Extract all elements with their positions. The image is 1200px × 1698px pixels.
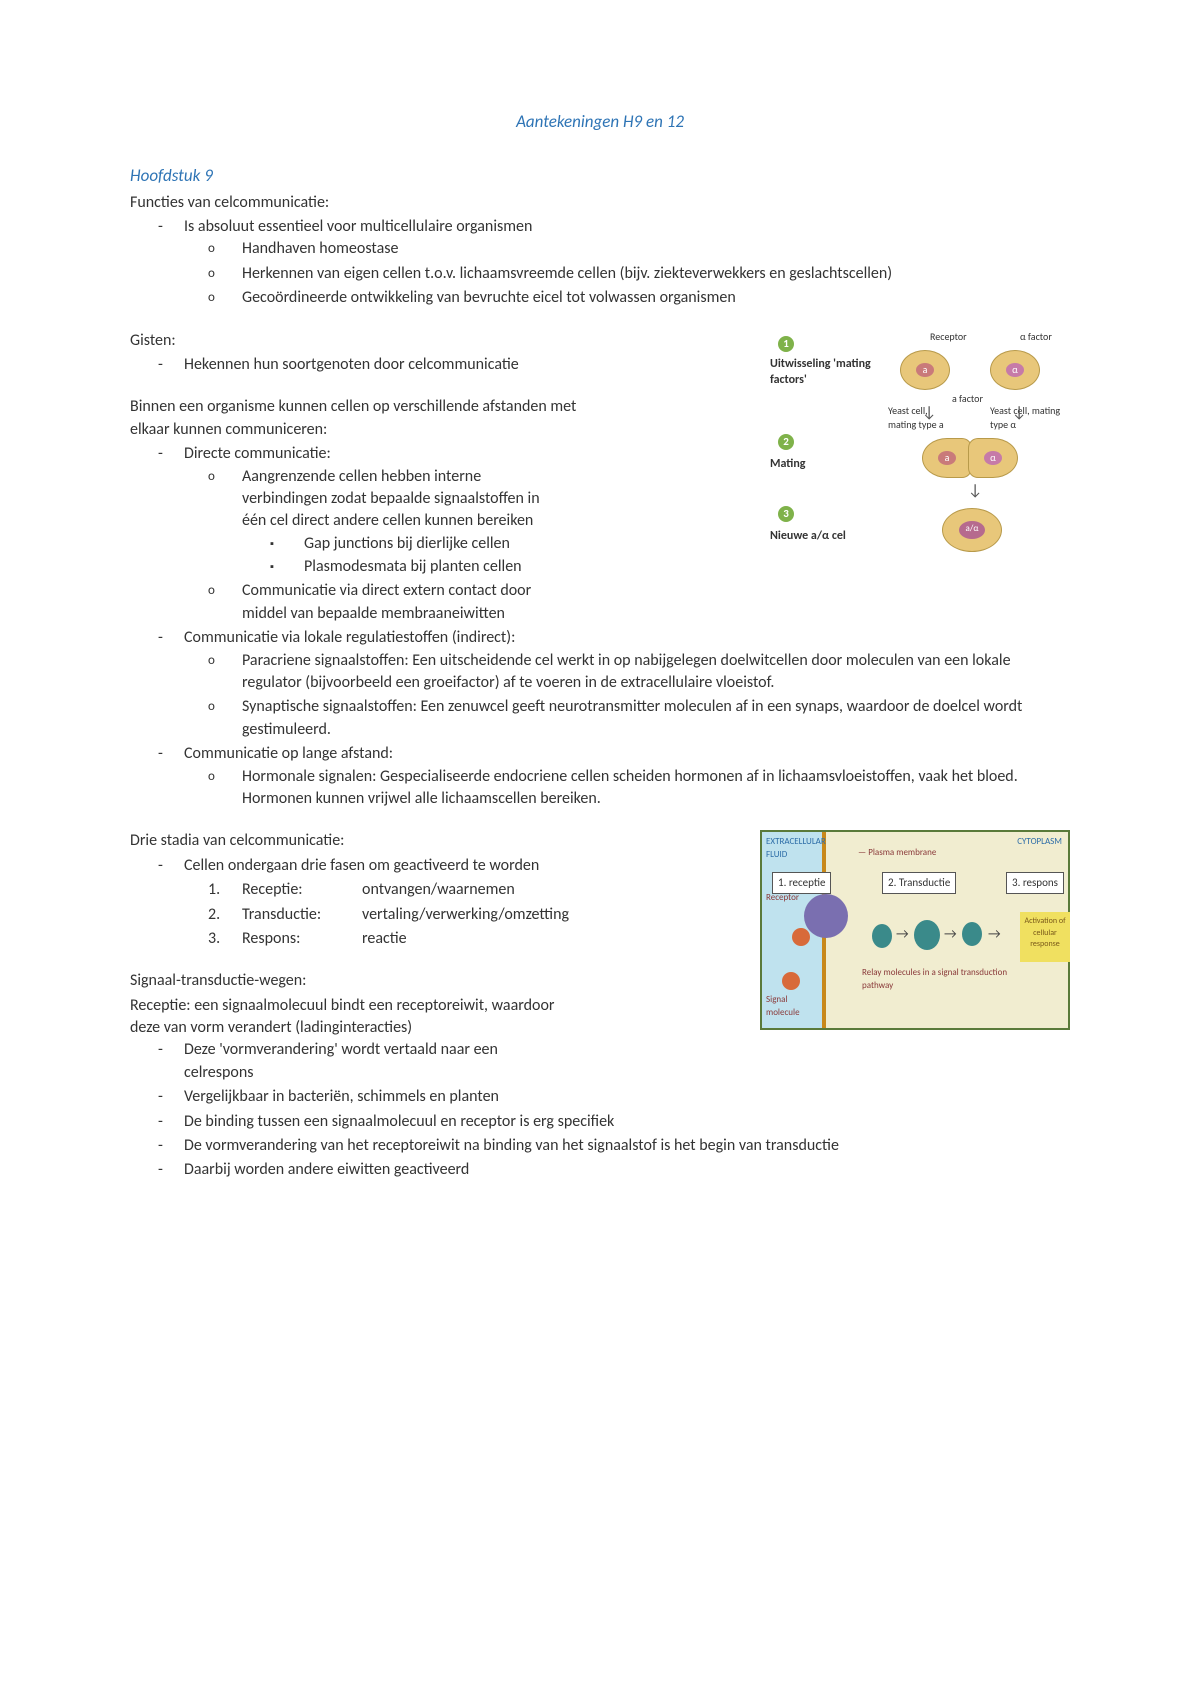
arrow-down-icon: ↓ <box>922 402 936 424</box>
list-item: De vormverandering van het receptoreiwit… <box>184 1135 1070 1157</box>
list-item: 3.Respons:reactie <box>242 928 750 950</box>
bullet-text: Communicatie via lokale regulatiestoffen… <box>184 628 515 647</box>
ligand-shape <box>782 972 800 990</box>
cell-core-alpha: α <box>984 451 1002 465</box>
section-3-label: Binnen een organisme kunnen cellen op ve… <box>130 396 590 441</box>
list-item: Herkennen van eigen cellen t.o.v. lichaa… <box>242 263 1070 285</box>
diagram-label: α factor <box>1020 330 1052 344</box>
section-5-intro: Receptie: een signaalmolecuul bindt een … <box>130 995 560 1040</box>
stage-desc: ontvangen/waarnemen <box>362 880 515 899</box>
diagram-step-label: Mating <box>770 456 805 473</box>
cell-core-a: a <box>916 363 934 377</box>
diagram-label: Relay molecules in a signal transduction… <box>862 967 1032 992</box>
stage-box-response: 3. respons <box>1006 872 1064 893</box>
list-item: Is absoluut essentieel voor multicellula… <box>184 216 1070 310</box>
stage-term: Transductie: <box>242 904 362 926</box>
list-item: Handhaven homeostase <box>242 238 1070 260</box>
arrow-right-icon: → <box>988 924 1001 944</box>
list-item: Daarbij worden andere eiwitten geactivee… <box>184 1159 1070 1181</box>
list-item: Synaptische signaalstoffen: Een zenuwcel… <box>242 696 1070 741</box>
chapter-heading: Hoofdstuk 9 <box>130 164 1070 188</box>
diagram-label: CYTOPLASM <box>1017 836 1062 849</box>
stage-term: Respons: <box>242 928 362 950</box>
section-4-label: Drie stadia van celcommunicatie: <box>130 830 750 852</box>
list-item: Vergelijkbaar in bacteriën, schimmels en… <box>184 1086 1070 1108</box>
arrow-right-icon: → <box>896 924 909 944</box>
relay-molecule <box>872 924 892 948</box>
list-item: Communicatie via lokale regulatiestoffen… <box>184 627 1070 741</box>
bullet-text: Directe communicatie: <box>184 444 331 463</box>
stage-box-reception: 1. receptie <box>772 872 831 893</box>
list-item: Cellen ondergaan drie fasen om geactivee… <box>184 855 750 951</box>
stage-desc: reactie <box>362 929 407 948</box>
list-item: Hekennen hun soortgenoten door celcommun… <box>184 354 760 376</box>
diagram-label: EXTRACELLULAR FLUID <box>766 836 821 861</box>
diagram-step-label: Uitwisseling 'mating factors' <box>770 356 880 390</box>
relay-molecule <box>914 920 940 950</box>
diagram-label: Yeast cell, mating type α <box>990 404 1070 432</box>
activation-box: Activation of cellular response <box>1020 912 1070 962</box>
stage-desc: vertaling/verwerking/omzetting <box>362 905 569 924</box>
list-item: 2.Transductie:vertaling/verwerking/omzet… <box>242 904 750 926</box>
cell-core-a: a <box>938 451 956 465</box>
arrow-down-icon: ↓ <box>968 480 982 502</box>
list-item: Paracriene signaalstoffen: Een uitscheid… <box>242 650 1070 695</box>
bullet-text: Communicatie op lange afstand: <box>184 744 393 763</box>
section-2-label: Gisten: <box>130 330 760 352</box>
cell-core-alpha: α <box>1006 363 1024 377</box>
cell-core-merged: a/α <box>959 521 985 539</box>
relay-molecule <box>962 922 982 946</box>
arrow-right-icon: → <box>944 924 957 944</box>
ligand-shape <box>792 928 810 946</box>
diagram-step-label: Nieuwe a/α cel <box>770 528 846 545</box>
list-item: Plasmodesmata bij planten cellen <box>304 556 564 578</box>
list-item: Gecoördineerde ontwikkeling van bevrucht… <box>242 287 1070 309</box>
section-1-label: Functies van celcommunicatie: <box>130 192 1070 214</box>
list-item: Deze 'vormverandering' wordt vertaald na… <box>184 1039 564 1084</box>
section-5-label: Signaal-transductie-wegen: <box>130 970 750 992</box>
signal-transduction-diagram: EXTRACELLULAR FLUID CYTOPLASM — Plasma m… <box>760 830 1070 1030</box>
diagram-label: — Plasma membrane <box>858 847 936 860</box>
receptor-shape <box>804 894 848 938</box>
bullet-text: Cellen ondergaan drie fasen om geactivee… <box>184 856 539 875</box>
list-item: De binding tussen een signaalmolecuul en… <box>184 1111 1070 1133</box>
list-item: 1.Receptie:ontvangen/waarnemen <box>242 879 750 901</box>
bullet-text: Aangrenzende cellen hebben interne verbi… <box>242 467 540 531</box>
diagram-label: Signal molecule <box>766 994 816 1019</box>
list-item: Hormonale signalen: Gespecialiseerde end… <box>242 766 1070 811</box>
list-item: Communicatie via direct extern contact d… <box>242 580 564 625</box>
list-item: Aangrenzende cellen hebben interne verbi… <box>242 466 564 579</box>
diagram-label: Receptor <box>766 892 799 905</box>
arrow-down-icon: ↓ <box>1012 402 1026 424</box>
list-item: Gap junctions bij dierlijke cellen <box>304 533 564 555</box>
list-item: Directe communicatie: Aangrenzende celle… <box>184 443 760 625</box>
diagram-label: Receptor <box>930 330 967 344</box>
stage-term: Receptie: <box>242 879 362 901</box>
stage-box-transduction: 2. Transductie <box>882 872 956 893</box>
yeast-mating-diagram: 1 Uitwisseling 'mating factors' Receptor… <box>770 330 1070 560</box>
document-title: Aantekeningen H9 en 12 <box>130 110 1070 134</box>
list-item: Communicatie op lange afstand: Hormonale… <box>184 743 1070 810</box>
bullet-text: Is absoluut essentieel voor multicellula… <box>184 217 532 236</box>
